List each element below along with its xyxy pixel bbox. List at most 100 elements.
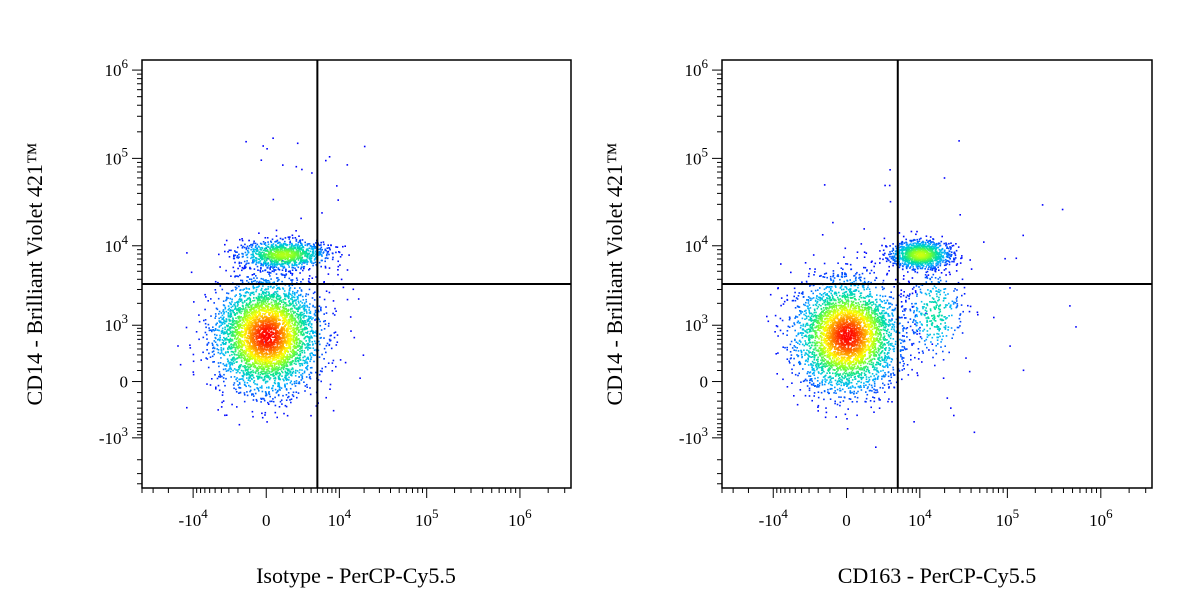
- event-dot: [311, 254, 314, 257]
- event-dot: [276, 262, 278, 265]
- event-dot: [292, 305, 294, 307]
- event-dot: [291, 300, 294, 303]
- event-dot: [297, 331, 300, 333]
- event-dot: [309, 354, 312, 357]
- event-dot: [249, 266, 251, 269]
- event-dot: [292, 302, 294, 304]
- event-dot: [273, 250, 276, 253]
- event-dot: [253, 380, 256, 382]
- event-dot: [279, 347, 282, 350]
- event-dot: [242, 245, 244, 248]
- event-dot: [291, 266, 293, 269]
- event-dot: [283, 359, 285, 361]
- event-dot: [238, 262, 241, 265]
- event-dot: [306, 343, 308, 345]
- event-dot: [292, 245, 295, 247]
- event-dot: [228, 341, 231, 344]
- event-dot: [249, 301, 252, 304]
- event-dot: [247, 355, 249, 358]
- event-dot: [295, 230, 297, 232]
- event-dot: [328, 253, 330, 256]
- event-dot: [314, 250, 317, 253]
- event-dot: [336, 341, 339, 343]
- event-dot: [315, 330, 317, 332]
- event-dot: [308, 341, 311, 343]
- event-dot: [284, 359, 287, 361]
- event-dot: [186, 406, 188, 409]
- event-dot: [244, 300, 246, 302]
- event-dot: [253, 240, 255, 243]
- event-dot: [253, 381, 255, 384]
- event-dot: [261, 342, 263, 345]
- event-dot: [289, 339, 291, 341]
- event-dot: [256, 277, 258, 279]
- event-dot: [299, 254, 302, 256]
- event-dot: [220, 312, 223, 314]
- event-dot: [254, 383, 256, 385]
- event-dot: [289, 243, 291, 246]
- event-dot: [218, 317, 220, 320]
- event-dot: [330, 244, 332, 247]
- event-dot: [270, 254, 272, 256]
- event-dot: [228, 318, 230, 321]
- event-dot: [252, 287, 255, 290]
- event-dot: [253, 341, 256, 344]
- event-dot: [301, 302, 304, 304]
- event-dot: [304, 261, 307, 263]
- event-dot: [278, 366, 281, 368]
- event-dot: [274, 252, 276, 255]
- event-dot: [224, 384, 226, 387]
- event-dot: [295, 252, 298, 255]
- event-dot: [286, 331, 289, 333]
- event-dot: [228, 301, 231, 304]
- event-dot: [227, 369, 230, 372]
- event-dot: [300, 266, 303, 268]
- event-dot: [281, 326, 283, 328]
- event-dot: [284, 325, 286, 327]
- event-dot: [223, 380, 225, 383]
- event-dot: [314, 331, 317, 334]
- event-dot: [266, 359, 269, 361]
- event-dot: [275, 244, 277, 247]
- event-dot: [274, 265, 276, 267]
- event-dot: [285, 357, 287, 359]
- event-dot: [291, 349, 294, 352]
- event-dot: [283, 332, 285, 334]
- event-dot: [242, 379, 245, 382]
- event-dot: [302, 359, 304, 362]
- event-dot: [335, 246, 337, 248]
- event-dot: [285, 305, 287, 308]
- event-dot: [275, 330, 277, 333]
- event-dot: [300, 379, 303, 381]
- event-dot: [334, 331, 337, 333]
- event-dot: [293, 328, 296, 330]
- event-dot: [303, 262, 305, 264]
- event-dot: [298, 354, 301, 356]
- event-dot: [233, 322, 236, 325]
- event-dot: [234, 314, 236, 316]
- event-dot: [251, 292, 253, 295]
- event-dot: [336, 246, 339, 248]
- event-dot: [205, 357, 207, 359]
- event-dot: [229, 309, 232, 311]
- event-dot: [185, 326, 188, 329]
- event-dot: [266, 237, 269, 239]
- event-dot: [280, 265, 282, 267]
- event-dot: [258, 280, 261, 283]
- event-dot: [301, 351, 303, 354]
- event-dot: [305, 252, 307, 254]
- event-dot: [246, 308, 248, 311]
- event-dot: [295, 238, 298, 241]
- event-dot: [246, 260, 248, 262]
- event-dot: [253, 376, 255, 379]
- event-dot: [220, 350, 223, 352]
- event-dot: [271, 308, 274, 311]
- event-dot: [350, 330, 352, 332]
- event-dot: [272, 345, 274, 348]
- event-dot: [308, 309, 310, 311]
- event-dot: [264, 391, 267, 393]
- event-dot: [257, 360, 259, 362]
- event-dot: [286, 335, 288, 338]
- event-dot: [298, 363, 301, 365]
- event-dot: [253, 317, 255, 319]
